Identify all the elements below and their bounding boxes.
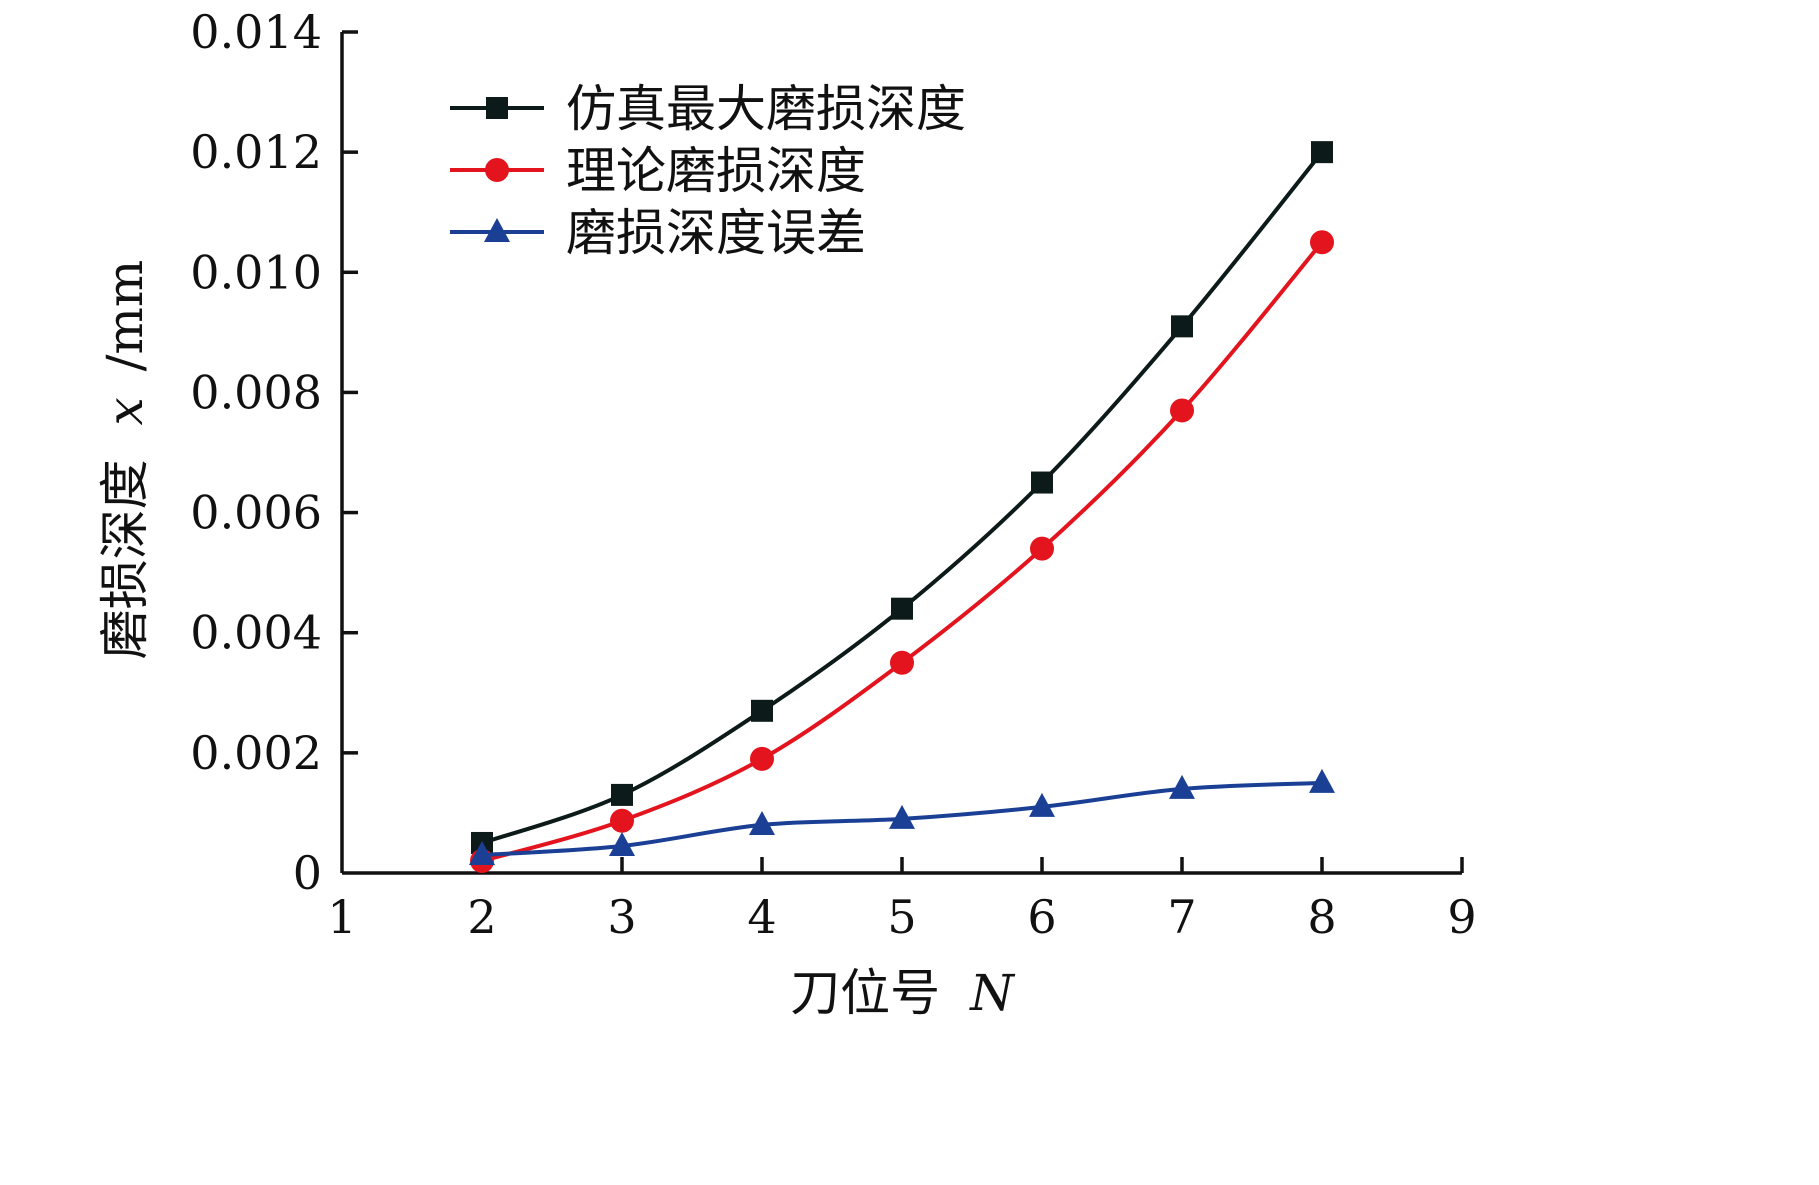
data-point	[1311, 141, 1333, 164]
x-axis-title-text: 刀位号	[790, 964, 940, 1022]
x-tick-label: 2	[467, 890, 496, 944]
y-tick-label: 0.002	[190, 726, 322, 780]
y-tick-label: 0.014	[190, 5, 322, 59]
x-tick-label: 6	[1027, 890, 1056, 944]
y-tick-label: 0.008	[190, 365, 322, 419]
legend-label: 理论磨损深度	[566, 142, 866, 200]
data-point	[1169, 774, 1195, 799]
legend-entry: 理论磨损深度	[450, 142, 866, 200]
legend-entry: 仿真最大磨损深度	[450, 80, 966, 138]
x-axis-title-variable: N	[969, 964, 1016, 1022]
series-line	[481, 241, 1324, 863]
data-point	[1170, 398, 1194, 423]
data-point	[1030, 536, 1054, 561]
x-tick-label: 7	[1167, 890, 1196, 944]
data-point	[469, 840, 495, 865]
y-tick-label: 0.010	[190, 245, 322, 299]
data-point	[1309, 768, 1335, 793]
y-ticks: 0 0.002 0.004 0.006 0.008 0.010 0.012 0.014	[190, 5, 358, 900]
y-tick-label: 0.004	[190, 606, 322, 660]
series-layer	[469, 141, 1335, 873]
legend-marker	[486, 97, 508, 119]
x-tick-label: 8	[1307, 890, 1336, 944]
y-axis-title-text: 磨损深度	[96, 459, 154, 659]
legend-marker	[484, 218, 510, 242]
y-axis-title: 磨损深度 x /mm	[96, 260, 154, 660]
y-tick-label: 0.006	[190, 486, 322, 540]
data-point	[749, 810, 775, 835]
axes	[340, 32, 1462, 875]
y-tick-label: 0.012	[190, 125, 322, 179]
x-axis-title: 刀位号 N	[790, 964, 1016, 1022]
data-point	[1031, 471, 1053, 494]
x-tick-label: 1	[327, 890, 356, 944]
y-axis-title-unit: /mm	[96, 260, 154, 372]
y-tick-label: 0	[293, 846, 322, 900]
x-tick-label: 3	[607, 890, 636, 944]
data-point	[891, 597, 913, 620]
data-point	[1310, 230, 1334, 255]
y-axis-title-variable: x	[96, 397, 154, 425]
data-point	[609, 831, 635, 856]
data-point	[750, 746, 774, 771]
data-point	[890, 650, 914, 675]
x-tick-label: 9	[1447, 890, 1476, 944]
x-tick-label: 4	[747, 890, 776, 944]
legend-marker	[485, 158, 509, 182]
series-2	[470, 230, 1334, 873]
data-point	[1171, 315, 1193, 338]
data-point	[611, 783, 633, 806]
legend-entry: 磨损深度误差	[450, 204, 866, 262]
data-point	[610, 808, 634, 833]
legend-label: 仿真最大磨损深度	[566, 80, 966, 138]
data-point	[1029, 792, 1055, 817]
legend-label: 磨损深度误差	[566, 204, 866, 262]
data-point	[889, 804, 915, 829]
data-point	[751, 699, 773, 722]
x-ticks: 1 2 3 4 5 6 7 8 9	[327, 857, 1477, 944]
series-3	[469, 768, 1335, 865]
x-tick-label: 5	[887, 890, 916, 944]
